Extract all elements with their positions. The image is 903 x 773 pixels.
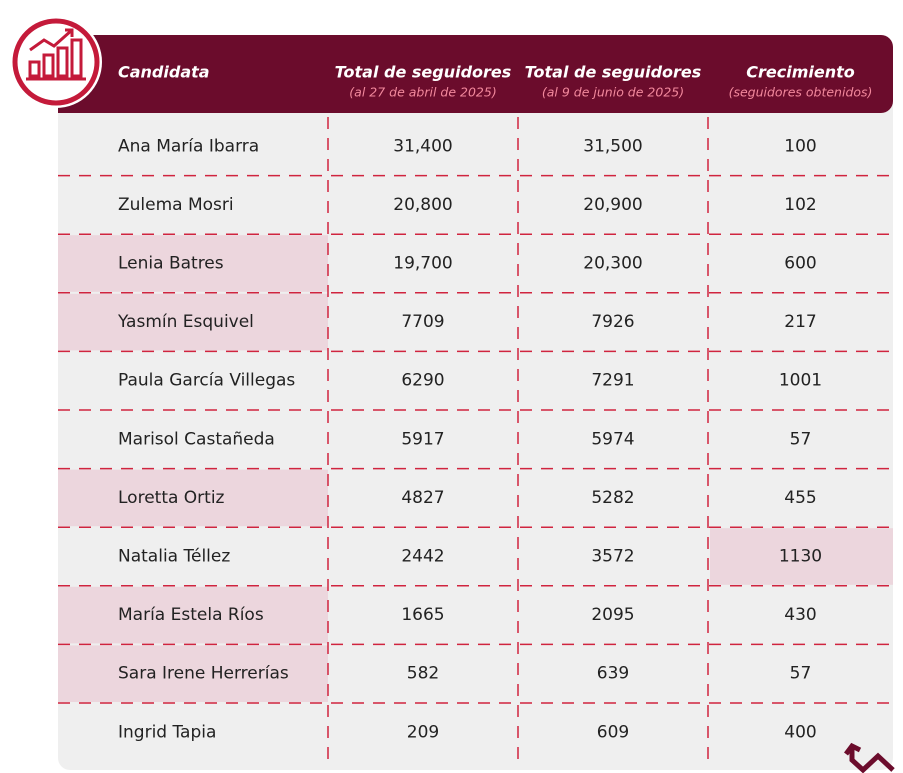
deco-arrow bbox=[849, 748, 895, 773]
cell-value: 6290 bbox=[401, 371, 444, 391]
cell-highlight bbox=[58, 469, 328, 527]
candidate-name: Ana María Ibarra bbox=[118, 136, 259, 156]
candidate-name: Marisol Castañeda bbox=[118, 429, 275, 449]
cell-value: 600 bbox=[784, 254, 816, 274]
cell-value: 31,500 bbox=[583, 136, 642, 156]
cell-value: 7709 bbox=[401, 312, 444, 332]
icon-trend bbox=[29, 28, 73, 52]
header-subtitle: (al 27 de abril de 2025) bbox=[349, 85, 496, 100]
icon-arrow bbox=[65, 28, 74, 37]
cell-value: 100 bbox=[784, 136, 816, 156]
candidate-name: Yasmín Esquivel bbox=[117, 312, 254, 332]
table-card bbox=[58, 35, 893, 770]
candidate-name: Ingrid Tapia bbox=[118, 722, 216, 742]
header-title: Candidata bbox=[118, 63, 210, 82]
cell-value: 639 bbox=[597, 664, 629, 684]
cell-value: 5974 bbox=[591, 429, 634, 449]
header-subtitle: (al 9 de junio de 2025) bbox=[542, 85, 684, 100]
cells: Ana María Ibarra 31,400 31,500 100 Zulema Mo… bbox=[58, 117, 893, 762]
icon-bar bbox=[28, 60, 41, 78]
icon-ring bbox=[12, 18, 100, 106]
deco-arrow-head bbox=[844, 742, 862, 756]
cell-highlight bbox=[58, 586, 328, 644]
cell-value: 7926 bbox=[591, 312, 634, 332]
cell-value: 430 bbox=[784, 605, 816, 625]
cell-value: 1665 bbox=[401, 605, 444, 625]
chart-icon bbox=[10, 16, 102, 108]
icon-bar bbox=[56, 46, 69, 78]
cell-value: 20,900 bbox=[583, 195, 642, 215]
cell-value: 20,300 bbox=[583, 254, 642, 274]
cell-highlight bbox=[58, 235, 328, 292]
cell-value: 400 bbox=[784, 722, 816, 742]
cell-value: 5282 bbox=[591, 488, 634, 508]
cell-value: 2095 bbox=[591, 605, 634, 625]
cell-value: 102 bbox=[784, 195, 816, 215]
cell-value: 5917 bbox=[401, 429, 444, 449]
candidate-name: Natalia Téllez bbox=[118, 547, 230, 567]
cell-value: 1001 bbox=[779, 371, 822, 391]
header-title: Total de seguidores bbox=[335, 63, 512, 82]
header-title: Crecimiento bbox=[746, 63, 855, 82]
icon-bar bbox=[70, 38, 83, 78]
cell-value: 57 bbox=[790, 429, 812, 449]
cell-value: 455 bbox=[784, 488, 816, 508]
icon-bar bbox=[42, 53, 55, 78]
cell-highlight bbox=[58, 293, 328, 351]
cell-value: 4827 bbox=[401, 488, 444, 508]
cell-value: 7291 bbox=[591, 371, 634, 391]
cell-value: 3572 bbox=[591, 547, 634, 567]
candidate-name: Lenia Batres bbox=[118, 254, 224, 274]
icon-bg bbox=[10, 16, 102, 108]
candidate-name: Loretta Ortiz bbox=[118, 488, 225, 508]
header-bar bbox=[58, 35, 893, 113]
header-subtitle: (seguidores obtenidos) bbox=[729, 85, 873, 100]
cell-value: 2442 bbox=[401, 547, 444, 567]
cell-value: 20,800 bbox=[393, 195, 452, 215]
cell-value: 19,700 bbox=[393, 254, 452, 274]
cell-value: 31,400 bbox=[393, 136, 452, 156]
cell-value: 217 bbox=[784, 312, 816, 332]
cell-highlight bbox=[710, 528, 893, 585]
cell-highlight bbox=[58, 645, 328, 702]
cell-value: 57 bbox=[790, 664, 812, 684]
cell-value: 609 bbox=[597, 722, 629, 742]
candidate-name: María Estela Ríos bbox=[118, 605, 264, 625]
cell-value: 1130 bbox=[779, 547, 822, 567]
cell-value: 209 bbox=[407, 722, 439, 742]
cell-value: 582 bbox=[407, 664, 439, 684]
candidate-name: Sara Irene Herrerías bbox=[118, 664, 289, 684]
header-title: Total de seguidores bbox=[525, 63, 702, 82]
candidate-name: Zulema Mosri bbox=[118, 195, 234, 215]
candidate-name: Paula García Villegas bbox=[118, 371, 295, 391]
